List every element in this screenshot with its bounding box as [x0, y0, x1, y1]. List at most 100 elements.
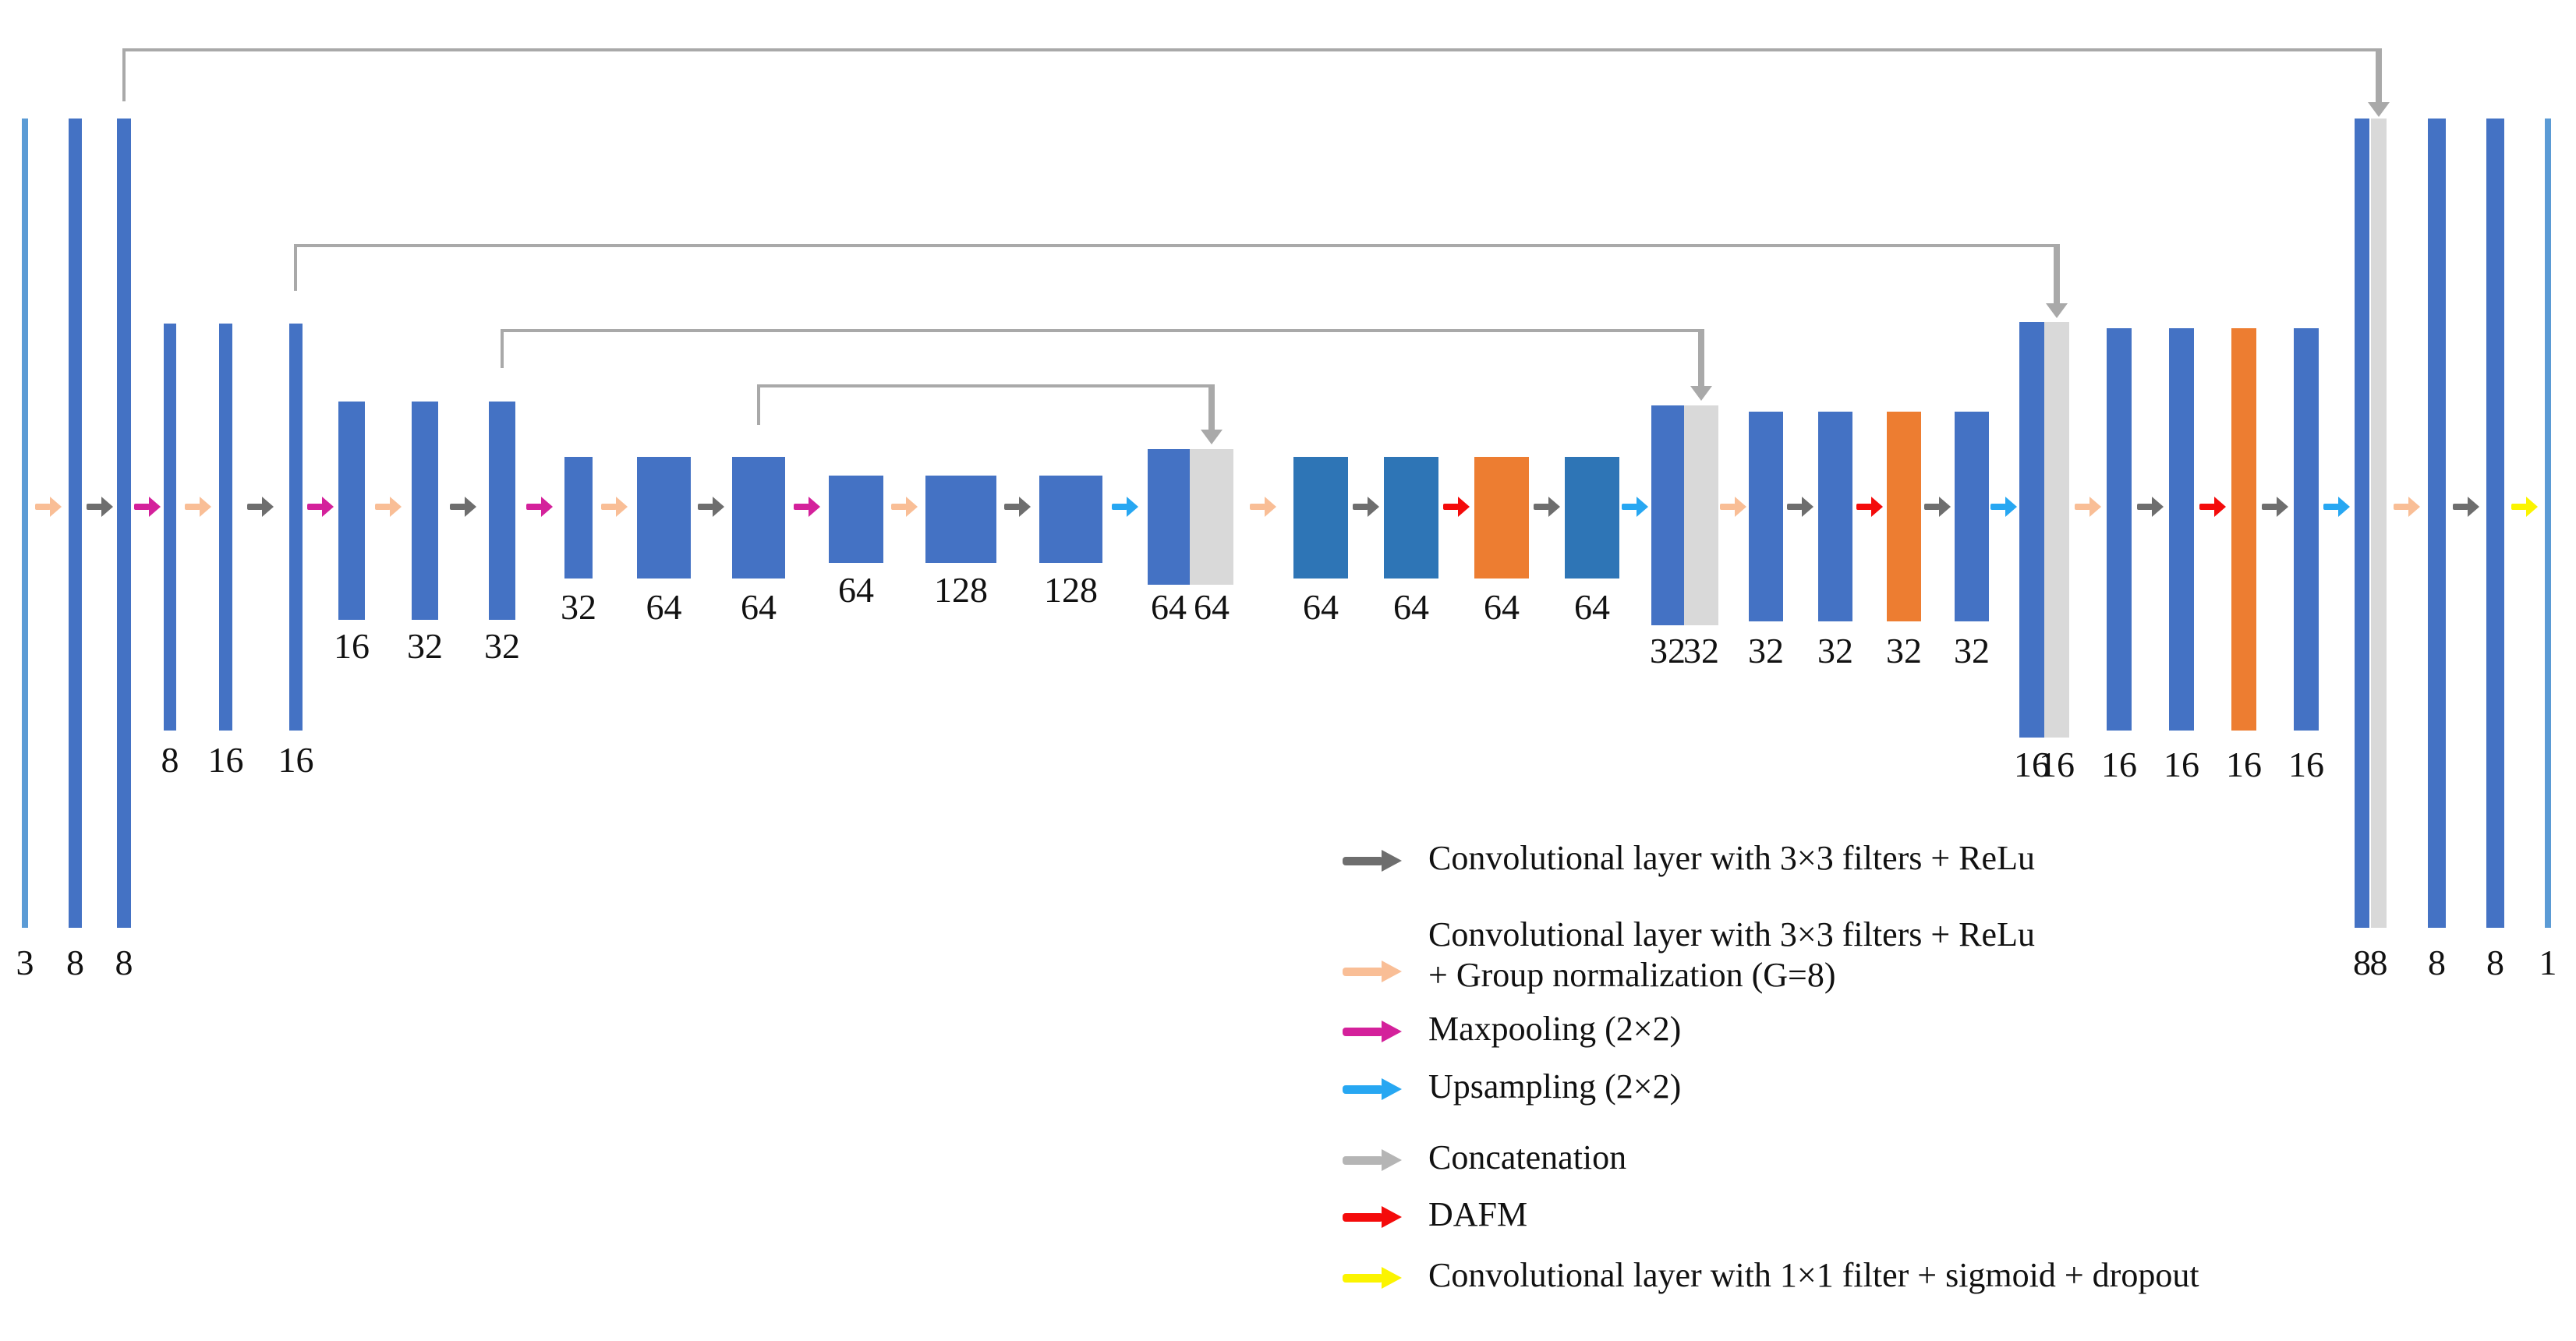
conv-feature-bar	[1384, 457, 1438, 579]
arrow-shaft	[1443, 504, 1459, 510]
legend-arrow-head	[1382, 1149, 1402, 1171]
legend-label: Upsampling (2×2)	[1428, 1067, 1682, 1106]
conv-arrow	[2137, 497, 2164, 517]
channel-count-label: 32	[1683, 631, 1719, 670]
arrow-head	[1637, 497, 1648, 517]
skip-connection-stub	[757, 384, 760, 425]
arrow-head	[1939, 497, 1951, 517]
conv-feature-bar	[564, 457, 593, 579]
arrow-head	[1019, 497, 1031, 517]
arrow-head	[2468, 497, 2479, 517]
arrow-shaft	[307, 504, 323, 510]
conv-gn-arrow	[375, 497, 402, 517]
arrow-shaft	[2453, 504, 2468, 510]
legend-label: Maxpooling (2×2)	[1428, 1010, 1682, 1048]
conv-arrow	[1924, 497, 1951, 517]
arrow-shaft	[247, 504, 263, 510]
legend-arrow-head	[1382, 961, 1402, 982]
channel-count-label: 128	[934, 570, 988, 610]
conv-feature-bar	[2169, 328, 2194, 731]
dafm-feature-bar	[1887, 412, 1921, 621]
concat-down-arrow-head	[2046, 303, 2068, 318]
legend-arrow-shaft	[1343, 1156, 1383, 1165]
concat-feature-bar	[2371, 119, 2387, 928]
conv-feature-bar	[2355, 119, 2369, 928]
legend-arrow-head	[1382, 1078, 1402, 1100]
maxpool-arrow	[307, 497, 334, 517]
channel-count-label: 16	[2014, 745, 2050, 784]
channel-count-label: 8	[66, 943, 84, 982]
concat-feature-bar	[2044, 322, 2069, 738]
legend-label: Convolutional layer with 1×1 filter + si…	[1428, 1256, 2199, 1294]
legend-arrow-head	[1382, 850, 1402, 872]
channel-count-label: 32	[1650, 631, 1686, 670]
arrow-shaft	[1112, 504, 1127, 510]
legend-arrow-head	[1382, 1021, 1402, 1042]
channel-count-label: 16	[2101, 745, 2137, 784]
concat-feature-bar	[1684, 405, 1718, 625]
arrow-head	[1802, 497, 1813, 517]
channel-count-label: 8	[2369, 943, 2388, 982]
conv-feature-bar	[2107, 328, 2132, 731]
conv-feature-bar	[829, 476, 883, 563]
conv-feature-bar	[1293, 457, 1348, 579]
upsample-arrow	[1990, 497, 2017, 517]
channel-count-label: 32	[407, 626, 443, 666]
channel-count-label: 64	[1151, 587, 1187, 627]
conv-arrow	[1787, 497, 1813, 517]
legend-label: Convolutional layer with 3×3 filters + R…	[1428, 915, 2035, 954]
arrow-shaft	[2199, 504, 2215, 510]
arrow-shaft	[1787, 504, 1803, 510]
conv-feature-bar	[1039, 476, 1102, 563]
arrow-head	[1548, 497, 1560, 517]
arrow-head	[1265, 497, 1276, 517]
arrow-shaft	[35, 504, 51, 510]
channel-count-label: 64	[1574, 587, 1610, 627]
conv-arrow	[1353, 497, 1379, 517]
arrow-shaft	[2137, 504, 2153, 510]
arrow-head	[390, 497, 402, 517]
conv-feature-bar	[637, 457, 691, 579]
channel-count-label: 1	[2539, 943, 2557, 982]
legend-label: Concatenation	[1428, 1138, 1627, 1176]
arrow-shaft	[1250, 504, 1265, 510]
conv-feature-bar	[489, 402, 515, 620]
arrow-shaft	[2262, 504, 2277, 510]
channel-count-label: 16	[207, 740, 244, 780]
arrow-head	[1368, 497, 1379, 517]
channel-count-label: 32	[1748, 631, 1784, 670]
dafm-feature-bar	[2231, 328, 2256, 731]
conv-feature-bar	[1565, 457, 1619, 579]
dafm-arrow	[2199, 497, 2226, 517]
dafm-arrow	[1443, 497, 1470, 517]
skip-connection-line	[295, 244, 2058, 247]
arrow-head	[200, 497, 211, 517]
channel-count-label: 8	[2353, 943, 2371, 982]
arrow-shaft	[1990, 504, 2006, 510]
channel-count-label: 16	[2288, 745, 2324, 784]
arrow-shaft	[2323, 504, 2339, 510]
skip-connection-line	[124, 48, 2380, 51]
legend-arrow-shaft	[1343, 1028, 1383, 1036]
conv-feature-bar	[117, 119, 131, 928]
conv-arrow	[2262, 497, 2288, 517]
channel-count-label: 64	[1303, 587, 1339, 627]
conv-feature-bar	[164, 324, 176, 731]
skip-connection-drop	[2376, 48, 2382, 102]
dafm-arrow	[1856, 497, 1883, 517]
conv-feature-bar	[732, 457, 785, 579]
conv-gn-arrow	[2394, 497, 2420, 517]
arrow-head	[465, 497, 476, 517]
concat-down-arrow-head	[1690, 386, 1712, 401]
skip-connection-line	[759, 384, 1213, 387]
channel-count-label: 16	[2226, 745, 2262, 784]
conv-gn-arrow	[2075, 497, 2101, 517]
conv-feature-bar	[2486, 119, 2504, 928]
arrow-shaft	[1534, 504, 1549, 510]
skip-connection-drop	[1698, 329, 1704, 386]
arrow-shaft	[1353, 504, 1368, 510]
conv-arrow	[2453, 497, 2479, 517]
channel-count-label: 8	[2428, 943, 2446, 982]
arrow-shaft	[698, 504, 713, 510]
channel-count-label: 16	[2164, 745, 2199, 784]
